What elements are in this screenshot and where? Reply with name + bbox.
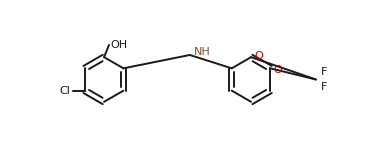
Text: F: F bbox=[321, 67, 327, 77]
Text: F: F bbox=[321, 82, 327, 92]
Text: O: O bbox=[254, 51, 263, 61]
Text: NH: NH bbox=[194, 47, 211, 57]
Text: Cl: Cl bbox=[59, 86, 70, 96]
Text: OH: OH bbox=[110, 40, 128, 50]
Text: O: O bbox=[274, 65, 282, 75]
